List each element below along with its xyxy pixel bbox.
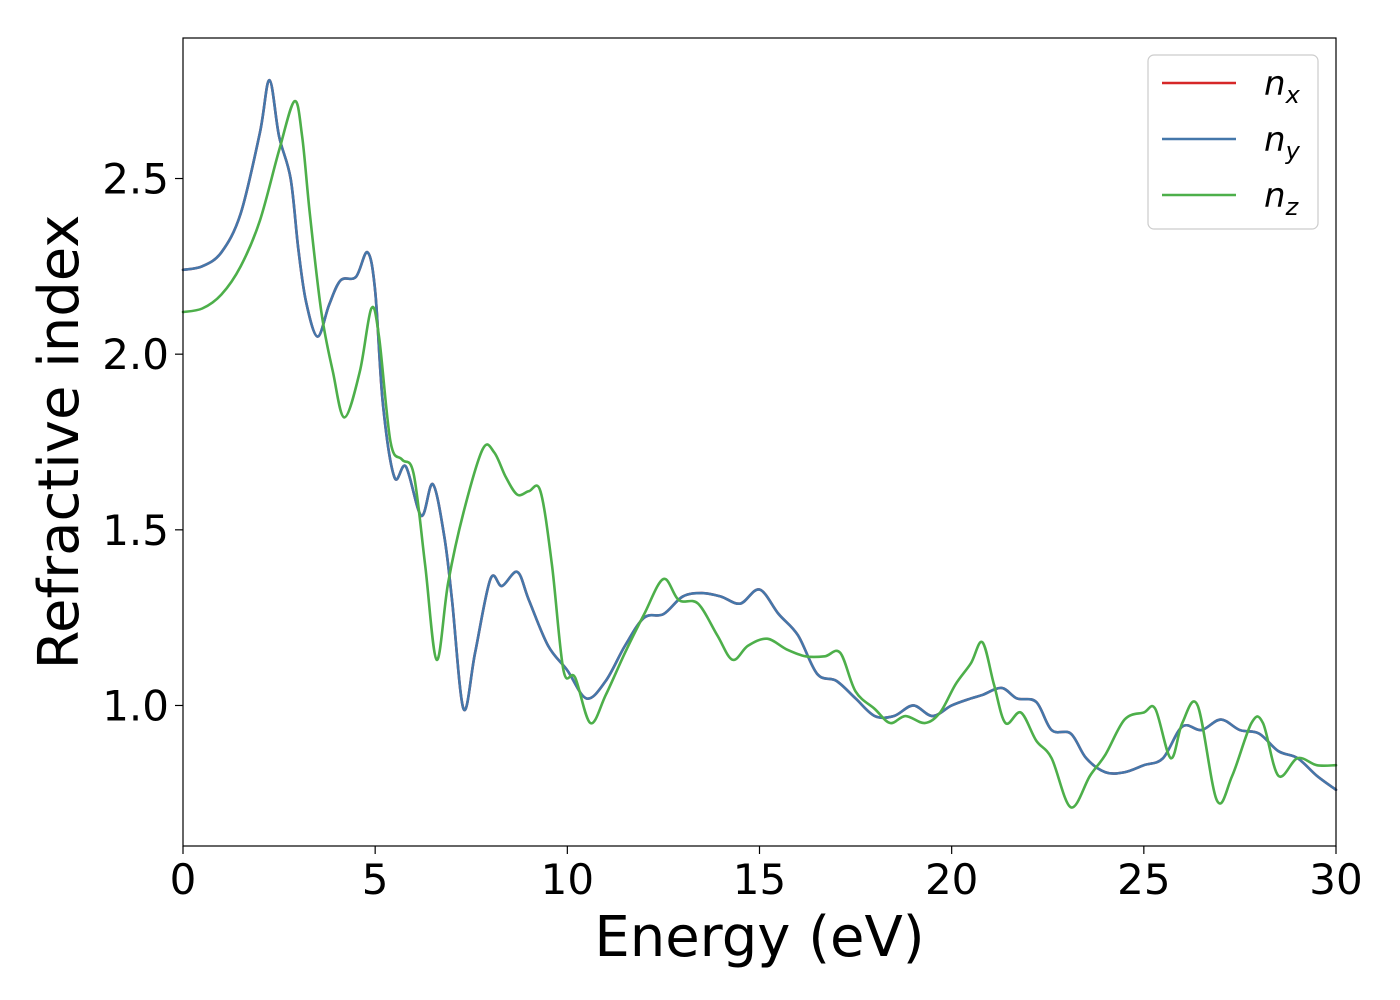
x-tick-label: 15 <box>733 855 786 904</box>
series-line-ny <box>181 78 1338 792</box>
x-tick-label: 10 <box>541 855 594 904</box>
legend: nx ny nz <box>1147 54 1319 230</box>
y-tick-label: 1.0 <box>102 681 169 730</box>
x-tick-label: 0 <box>170 855 197 904</box>
y-tick-label: 1.5 <box>102 506 169 555</box>
x-tick-label: 20 <box>925 855 978 904</box>
series-layer <box>181 78 1338 809</box>
y-tick-label: 2.5 <box>102 155 169 204</box>
y-axis-ticks: 1.0 1.5 2.0 2.5 <box>102 155 183 730</box>
y-tick-label: 2.0 <box>102 330 169 379</box>
x-axis-title: Energy (eV) <box>594 905 924 970</box>
x-tick-label: 25 <box>1117 855 1170 904</box>
y-axis-title: Refractive index <box>27 215 92 670</box>
x-axis-ticks: 0 5 10 15 20 25 30 <box>170 846 1363 904</box>
legend-box <box>1147 54 1319 230</box>
series-line-nz <box>181 99 1338 809</box>
x-tick-label: 30 <box>1309 855 1362 904</box>
legend-label-nz: nz <box>1264 176 1300 221</box>
legend-label-ny: ny <box>1264 120 1301 165</box>
legend-label-nx: nx <box>1264 64 1301 109</box>
x-tick-label: 5 <box>362 855 389 904</box>
